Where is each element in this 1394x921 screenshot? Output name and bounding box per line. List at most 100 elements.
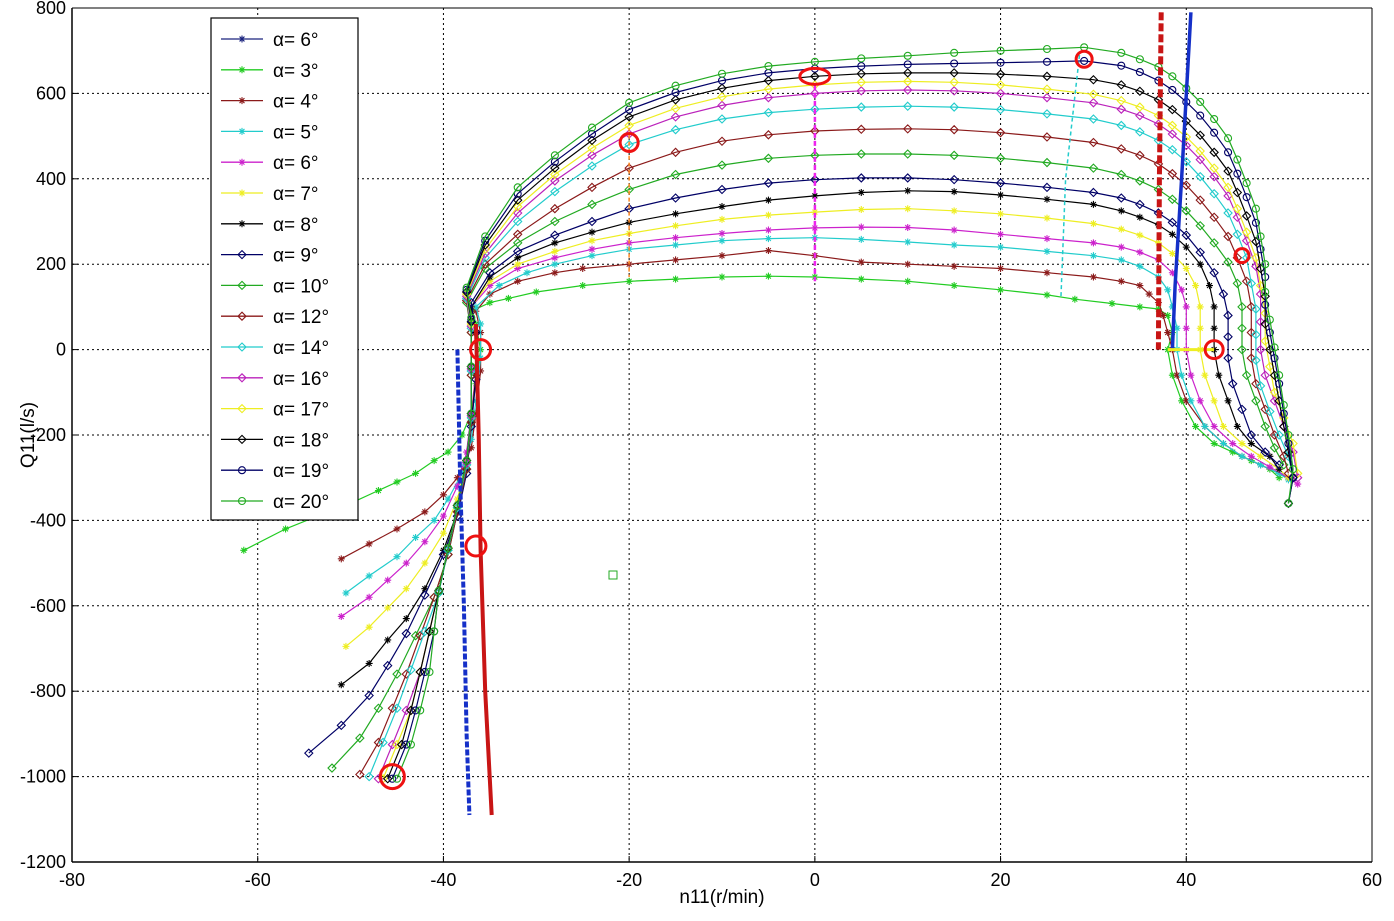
legend-label: α= 20° — [273, 492, 329, 513]
data-point — [439, 512, 447, 520]
legend-swatch-marker — [237, 311, 247, 321]
data-point — [1227, 378, 1238, 389]
y-tick-label: 800 — [36, 0, 66, 18]
data-point — [1167, 129, 1178, 139]
data-point — [949, 124, 959, 135]
data-point — [486, 299, 494, 307]
series-line — [396, 46, 1294, 779]
data-point — [1232, 278, 1243, 289]
data-point — [763, 107, 774, 118]
data-point — [857, 275, 865, 283]
data-point — [811, 224, 819, 232]
legend-item-15: α= 20° — [221, 492, 329, 513]
legend-label: α= 4° — [273, 92, 319, 113]
data-point — [1167, 217, 1178, 228]
legend-swatch-marker — [238, 97, 246, 105]
legend-label: α= 10° — [273, 276, 329, 297]
data-point — [1196, 324, 1204, 332]
data-point — [1043, 195, 1051, 203]
data-point — [550, 169, 560, 180]
data-point — [1237, 302, 1247, 312]
data-point — [1251, 355, 1261, 366]
data-point — [421, 538, 429, 546]
data-point — [1270, 354, 1279, 363]
data-point — [1223, 332, 1233, 342]
data-point — [1289, 465, 1298, 474]
data-point — [365, 572, 373, 580]
data-point — [1136, 303, 1144, 311]
legend-label: α= 5° — [273, 122, 319, 143]
data-point — [429, 592, 439, 603]
data-point — [1168, 269, 1176, 277]
data-point — [588, 245, 596, 253]
data-point — [382, 773, 393, 784]
data-point — [336, 720, 347, 731]
data-point — [1195, 171, 1205, 182]
data-point — [430, 516, 438, 524]
data-point — [550, 151, 559, 160]
y-tick-label: 400 — [36, 169, 66, 189]
data-point — [672, 210, 680, 218]
data-point — [670, 193, 681, 203]
data-point — [1261, 300, 1270, 309]
data-point — [1159, 311, 1167, 319]
data-point — [1288, 438, 1298, 449]
data-point — [950, 188, 958, 196]
y-tick-label: -1200 — [20, 852, 66, 872]
data-point — [588, 237, 596, 245]
data-point — [949, 68, 959, 78]
data-point — [1229, 448, 1237, 456]
data-point — [337, 555, 345, 563]
data-point — [995, 80, 1006, 90]
data-point — [856, 124, 867, 135]
legend-item-3: α= 5° — [221, 122, 319, 143]
data-point — [1218, 289, 1229, 299]
data-point — [1241, 370, 1252, 380]
data-point — [355, 733, 365, 743]
data-point — [513, 189, 522, 198]
data-point — [240, 546, 248, 554]
data-point — [514, 264, 522, 272]
data-point — [1201, 422, 1209, 430]
y-tick-label: 0 — [56, 340, 66, 360]
data-point — [514, 260, 522, 268]
data-point — [1088, 89, 1099, 100]
data-point — [512, 229, 523, 240]
legend-swatch-marker — [238, 189, 246, 197]
data-point — [1206, 282, 1213, 290]
data-point — [1255, 381, 1266, 391]
data-point — [1116, 144, 1127, 154]
legend-label: α= 6° — [273, 153, 319, 174]
data-point — [1265, 406, 1275, 417]
data-point — [1088, 74, 1099, 85]
data-point — [1167, 104, 1178, 115]
data-point — [384, 604, 392, 612]
data-point — [717, 160, 727, 170]
data-point — [406, 705, 416, 716]
data-point — [588, 252, 596, 260]
x-tick-label: -20 — [616, 870, 642, 890]
data-point — [904, 277, 912, 285]
data-point — [384, 636, 392, 644]
data-point — [997, 243, 1005, 251]
data-point — [1088, 163, 1099, 173]
data-point — [402, 740, 411, 749]
data-point — [764, 226, 772, 234]
series-15 — [392, 43, 1298, 783]
legend-item-5: α= 7° — [221, 184, 319, 205]
legend-label: α= 14° — [273, 338, 329, 359]
data-point — [856, 86, 867, 96]
data-point — [1195, 154, 1205, 165]
data-point — [1229, 440, 1237, 448]
data-point — [949, 86, 959, 96]
data-point — [1195, 247, 1205, 258]
data-point — [453, 495, 461, 503]
data-point — [1210, 422, 1218, 430]
data-point — [1135, 176, 1145, 186]
data-point — [1246, 278, 1257, 289]
data-point — [1117, 207, 1125, 215]
data-point — [1136, 213, 1144, 221]
data-point — [1210, 303, 1218, 311]
data-point — [393, 478, 401, 486]
